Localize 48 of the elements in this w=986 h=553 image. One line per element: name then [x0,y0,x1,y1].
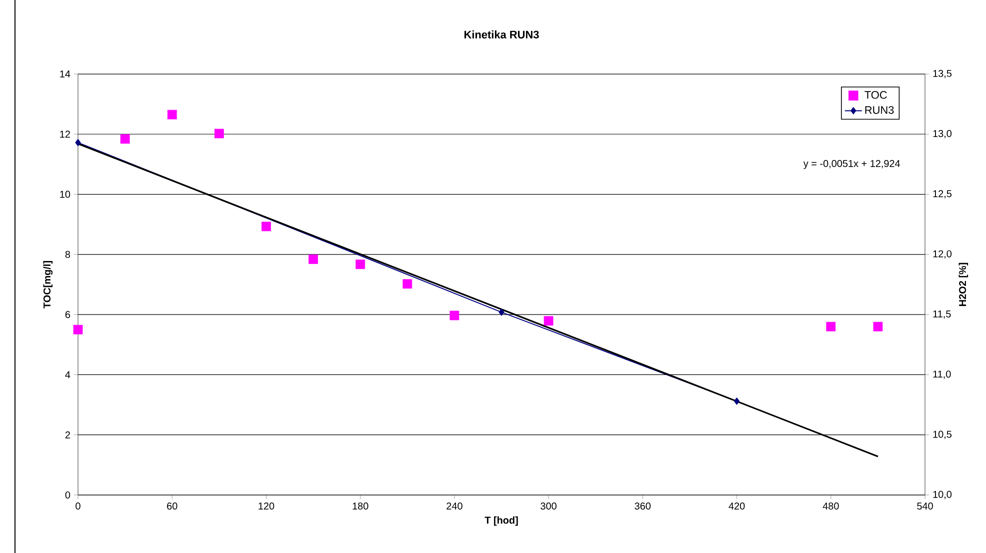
point [214,128,224,138]
y2-tick-label: 11,0 [933,370,951,379]
point [167,110,177,120]
x-tick-label: 360 [634,502,651,510]
x-tick-label: 540 [917,502,933,510]
point [73,324,83,334]
point [308,254,318,264]
y2-tick-label: 12,0 [933,250,952,259]
annotation: y = -0,0051x + 12,924 [803,160,900,170]
x-tick-label: 300 [540,502,556,510]
point [498,308,504,316]
point [734,398,740,405]
legend-label: TOC [864,91,887,99]
x-tick-label: 0 [76,502,80,510]
x-tick-label: 420 [728,502,745,510]
y-tick-label: 2 [65,431,70,438]
y-tick-label: 8 [65,250,70,258]
y-axis-title: TOC[mg/l] [43,261,53,308]
y2-tick-label: 13,5 [933,70,952,78]
y-tick-label: 12 [60,130,70,138]
x-axis-title: T [hod] [484,516,518,526]
point [402,279,412,289]
y2-tick-label: 10,0 [933,490,952,500]
y2-tick-label: 12,5 [933,190,952,198]
y2-axis-title: H2O2 [%] [958,262,968,306]
y-tick-label: 4 [65,371,70,378]
point [826,322,836,332]
point [356,260,366,270]
chart-title: Kinetika RUN3 [464,30,539,38]
x-tick-label: 60 [167,502,178,510]
point [873,322,883,332]
x-tick-label: 240 [446,502,462,510]
point [544,316,554,326]
y2-tick-label: 10,5 [933,430,952,439]
point [450,310,460,320]
x-tick-label: 480 [822,502,839,510]
point [75,139,81,146]
x-tick-label: 180 [352,502,368,510]
y-tick-label: 0 [65,491,70,499]
x-tick-label: 120 [258,502,274,510]
y-tick-label: 10 [60,190,70,198]
y-tick-label: 6 [65,311,70,318]
y2-tick-label: 11,5 [933,310,951,319]
point [120,134,130,144]
point [262,222,271,232]
y-tick-label: 14 [60,70,70,78]
legend-label: RUN3 [865,106,894,114]
y2-tick-label: 13,0 [933,130,952,138]
